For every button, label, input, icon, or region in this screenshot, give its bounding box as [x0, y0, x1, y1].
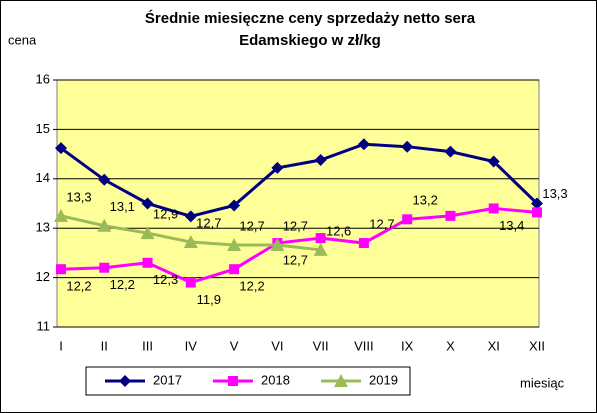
data-point	[183, 235, 198, 249]
y-tick-label: 15	[36, 121, 50, 136]
x-tick-label: I	[59, 338, 63, 353]
x-tick-label: V	[230, 338, 239, 353]
data-point	[402, 214, 413, 225]
data-point	[228, 199, 241, 212]
x-tick-label: VII	[313, 338, 329, 353]
data-label: 12,9	[153, 207, 178, 222]
legend-marker	[334, 374, 348, 387]
data-label: 13,3	[66, 189, 91, 204]
data-point	[229, 264, 240, 275]
x-axis-label: miesiąc	[520, 375, 565, 390]
legend-label: 2019	[369, 372, 398, 387]
data-point	[401, 140, 414, 153]
data-point	[54, 208, 68, 222]
data-label: 13,4	[499, 218, 524, 233]
data-point	[98, 173, 111, 186]
data-label: 12,7	[196, 215, 221, 230]
data-point	[270, 237, 285, 251]
plot-area	[56, 79, 540, 328]
chart-title: Edamskiego w zł/kg	[239, 32, 381, 49]
data-point	[55, 142, 67, 155]
data-point	[56, 264, 66, 275]
y-tick-label: 14	[36, 170, 50, 185]
data-point	[140, 226, 155, 240]
data-point	[444, 145, 457, 158]
data-label: 12,7	[239, 218, 264, 233]
x-tick-label: VIII	[354, 338, 374, 353]
data-point	[313, 242, 328, 256]
data-label: 11,9	[197, 292, 221, 307]
data-point	[185, 277, 196, 288]
legend-marker	[228, 376, 238, 386]
data-point	[357, 138, 370, 151]
data-point	[315, 233, 326, 244]
legend-marker	[119, 375, 131, 387]
series-line	[60, 206, 538, 285]
data-label: 12,7	[369, 216, 394, 231]
data-label: 12,3	[153, 272, 178, 287]
y-tick-label: 11	[37, 318, 51, 333]
data-label: 12,6	[326, 223, 351, 238]
data-point	[97, 218, 112, 232]
data-point	[271, 161, 284, 174]
y-tick-label: 13	[36, 220, 50, 235]
data-point	[227, 237, 242, 251]
data-point	[314, 154, 327, 167]
y-tick-label: 12	[36, 269, 50, 284]
data-label: 13,1	[110, 199, 135, 214]
data-point	[99, 262, 110, 273]
series-line	[60, 142, 539, 218]
data-point	[141, 197, 154, 210]
x-tick-label: X	[446, 338, 455, 353]
data-label: 12,2	[66, 279, 91, 294]
data-point	[184, 210, 197, 223]
data-label: 12,7	[283, 252, 308, 267]
x-tick-label: IV	[185, 338, 198, 353]
data-point	[532, 207, 542, 218]
data-label: 12,2	[239, 279, 264, 294]
data-point	[531, 197, 543, 210]
data-point	[488, 203, 499, 214]
x-tick-label: XI	[488, 338, 500, 353]
data-label: 13,2	[413, 193, 438, 208]
y-axis-label: cena	[8, 32, 37, 47]
data-point	[358, 238, 369, 249]
data-point	[142, 257, 153, 268]
x-tick-label: IX	[401, 338, 414, 353]
y-tick-label: 16	[36, 71, 50, 86]
chart-title: Średnie miesięczne ceny sprzedaży netto …	[145, 9, 476, 27]
data-label: 13,3	[542, 186, 567, 201]
data-point	[487, 155, 500, 168]
data-point	[445, 210, 456, 221]
x-tick-label: III	[142, 338, 153, 353]
legend-label: 2017	[153, 372, 182, 387]
x-tick-label: XII	[529, 338, 545, 353]
x-tick-label: VI	[271, 338, 283, 353]
data-label: 12,2	[110, 277, 135, 292]
legend-label: 2018	[261, 372, 290, 387]
x-tick-label: II	[101, 338, 108, 353]
data-label: 12,7	[283, 218, 308, 233]
